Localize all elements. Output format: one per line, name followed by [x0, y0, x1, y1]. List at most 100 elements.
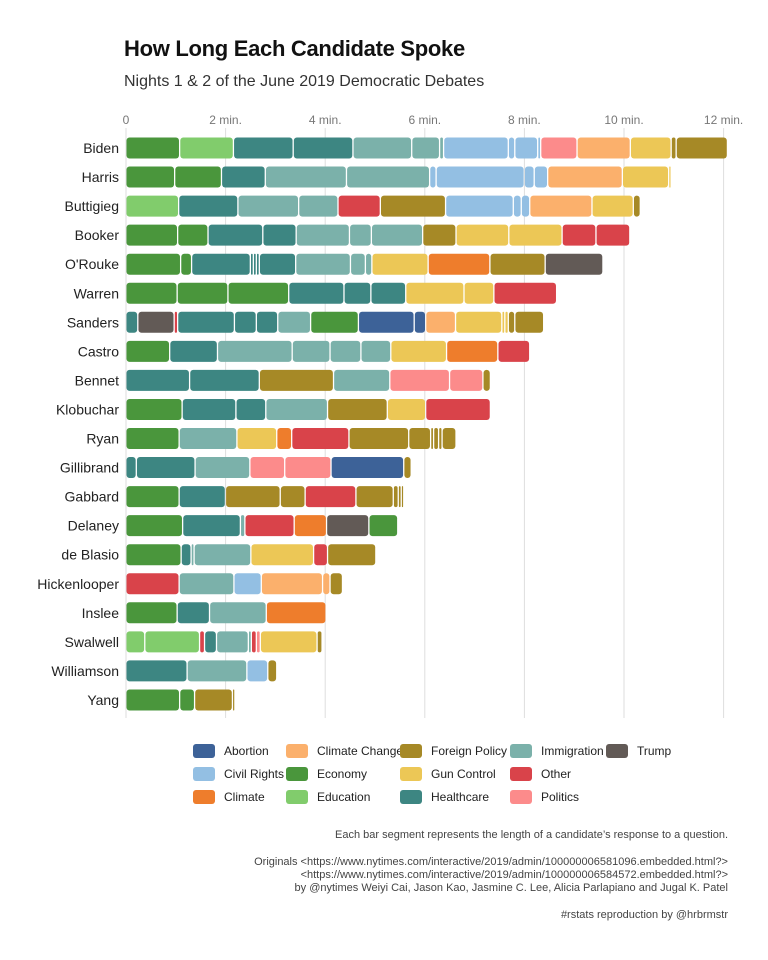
legend-item: Foreign Policy	[400, 744, 507, 758]
bar-segment	[263, 224, 296, 246]
bar-segment	[633, 195, 640, 217]
bar-segment	[292, 340, 330, 362]
bar-segment	[126, 689, 179, 711]
bar-segment	[278, 311, 310, 333]
bar-segment	[259, 369, 333, 391]
x-tick-label: 10 min.	[604, 113, 643, 127]
legend-swatch	[510, 744, 532, 758]
bar-segment	[498, 340, 530, 362]
bar-segment	[450, 369, 483, 391]
bar-segment	[305, 486, 356, 508]
legend-swatch	[193, 744, 215, 758]
bar-segment	[170, 340, 217, 362]
bar-segment	[126, 340, 170, 362]
bar-segment	[293, 137, 353, 159]
bar-segment	[251, 253, 253, 275]
candidate-label: Williamson	[51, 663, 119, 679]
bar-segment	[509, 224, 562, 246]
bar-segment	[249, 631, 251, 653]
bar-segment	[241, 515, 245, 537]
bar-segment	[222, 166, 265, 188]
candidate-label: Hickenlooper	[37, 576, 119, 592]
bar-segment	[436, 166, 524, 188]
bar-segment	[126, 428, 179, 449]
bar-segment	[126, 195, 178, 217]
bar-segment	[277, 428, 292, 449]
bar-segment	[334, 369, 390, 391]
bar-segment	[266, 602, 326, 624]
bar-segment	[426, 311, 455, 333]
candidate-label: Delaney	[68, 518, 119, 534]
legend-item: Gun Control	[400, 767, 496, 781]
bar-segment	[285, 457, 331, 479]
bar-segment	[236, 398, 266, 420]
bar-segment	[126, 224, 177, 246]
bar-segment	[356, 486, 393, 508]
legend-label: Other	[541, 767, 572, 781]
legend-item: Civil Rights	[193, 767, 284, 781]
footnote-source-link-2: <https://www.nytimes.com/interactive/201…	[300, 869, 728, 881]
bar-segment	[191, 544, 194, 566]
bar-segment	[328, 544, 376, 566]
bar-segment	[126, 660, 187, 682]
legend-label: Climate	[224, 790, 265, 804]
bar-segment	[126, 515, 182, 537]
candidate-label: Biden	[83, 140, 119, 156]
bar-segment	[327, 515, 369, 537]
bar-segment	[289, 282, 344, 304]
legend-item: Education	[286, 790, 370, 804]
bar-segment	[126, 166, 175, 188]
legend-item: Politics	[510, 790, 579, 804]
candidate-label: Harris	[82, 169, 119, 185]
bar-segment	[256, 253, 259, 275]
bar-segment	[280, 486, 305, 508]
candidate-label: Bennet	[75, 372, 119, 388]
candidate-label: Buttigieg	[65, 198, 119, 214]
bar-segment	[256, 311, 278, 333]
bar-segment	[323, 573, 330, 595]
bar-segment	[521, 195, 530, 217]
bar-segment	[414, 311, 425, 333]
bar-segment	[238, 195, 299, 217]
bar-segment	[292, 428, 349, 449]
bar-segment	[369, 515, 398, 537]
bar-segment	[347, 166, 429, 188]
bar-segment	[391, 340, 446, 362]
bar-segment	[669, 166, 671, 188]
candidate-label: Warren	[74, 285, 119, 301]
bar-segment	[179, 428, 237, 449]
x-tick-label: 8 min.	[508, 113, 541, 127]
bar-segment	[317, 631, 322, 653]
bar-segment	[430, 166, 436, 188]
bar-segment	[439, 428, 442, 449]
legend-label: Climate Change	[317, 744, 404, 758]
bar-segment	[126, 369, 189, 391]
candidate-label: Gabbard	[65, 489, 119, 505]
bar-segment	[426, 398, 490, 420]
bar-segment	[181, 253, 191, 275]
bar-segment	[409, 428, 430, 449]
bar-segment	[260, 631, 317, 653]
bar-segment	[371, 282, 406, 304]
bar-segment	[234, 137, 293, 159]
legend-label: Trump	[637, 744, 672, 758]
bar-segment	[372, 253, 428, 275]
bar-segment	[359, 311, 414, 333]
legend-swatch	[193, 790, 215, 804]
bar-segment	[344, 282, 371, 304]
bar-segment	[261, 573, 322, 595]
bar-segment	[296, 253, 350, 275]
bar-segment	[412, 137, 439, 159]
x-tick-label: 6 min.	[408, 113, 441, 127]
legend-swatch	[286, 790, 308, 804]
bar-segment	[226, 486, 280, 508]
bar-segment	[311, 311, 358, 333]
bar-segment	[530, 195, 592, 217]
candidate-label: Yang	[87, 692, 119, 708]
legend-label: Civil Rights	[224, 767, 285, 781]
bar-segment	[596, 224, 630, 246]
bar-segment	[515, 137, 538, 159]
bar-segment	[234, 573, 261, 595]
bar-segment	[296, 224, 349, 246]
candidate-label: Sanders	[67, 314, 119, 330]
